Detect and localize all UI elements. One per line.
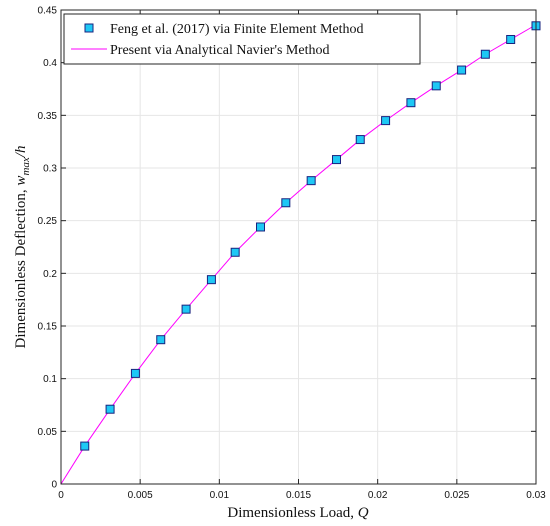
x-tick-label: 0	[58, 490, 64, 501]
fem-data-point	[406, 98, 416, 108]
y-tick-label: 0.35	[38, 111, 58, 122]
fem-data-point	[281, 198, 291, 208]
fem-data-point	[80, 441, 90, 451]
fem-data-point	[431, 81, 441, 91]
x-tick-label: 0.02	[368, 490, 388, 501]
y-tick-label: 0.2	[43, 269, 57, 280]
fem-data-point	[105, 404, 115, 414]
y-tick-label: 0.05	[38, 427, 58, 438]
y-tick-label: 0.15	[38, 322, 58, 333]
x-axis-label-text: Dimensionless Load,	[227, 505, 357, 521]
fem-data-point	[156, 335, 166, 345]
x-tick-label: 0.01	[210, 490, 230, 501]
x-axis-label-variable: Q	[358, 505, 369, 521]
fem-data-point	[181, 304, 191, 314]
fem-data-point	[130, 368, 140, 378]
y-axis-label-text: Dimensionless Deflection,	[13, 186, 29, 349]
fem-data-point	[332, 155, 341, 165]
fem-data-point	[206, 275, 216, 285]
legend-box	[63, 13, 421, 65]
y-axis-label: Dimensionless Deflection, wmax/h	[13, 146, 32, 349]
fem-data-point	[230, 247, 240, 257]
y-tick-label: 0	[51, 480, 57, 491]
fem-data-point	[306, 176, 316, 186]
y-axis-label-subscript: max	[20, 157, 32, 175]
y-axis-label-tail: /h	[13, 146, 29, 159]
legend-marker-fem	[84, 23, 94, 33]
y-tick-labels: 0 0.05 0.1 0.15 0.2 0.25 0.3 0.35 0.4 0.45	[38, 6, 58, 491]
x-tick-label: 0.03	[526, 490, 546, 501]
x-axis-label: Dimensionless Load, Q	[227, 505, 368, 521]
fem-data-point	[480, 49, 490, 59]
fem-data-point	[506, 34, 516, 44]
fem-data-point	[256, 222, 265, 232]
fem-data-point	[457, 65, 467, 75]
fem-data-point	[381, 116, 391, 126]
x-tick-labels: 0 0.005 0.01 0.015 0.02 0.025 0.03	[58, 490, 546, 501]
legend-label-navier: Present via Analytical Navier's Method	[110, 43, 329, 58]
x-tick-label: 0.025	[444, 490, 469, 501]
y-tick-label: 0.3	[43, 164, 57, 175]
y-axis-label-variable: w	[13, 176, 29, 186]
x-tick-label: 0.005	[128, 490, 153, 501]
y-tick-label: 0.4	[43, 58, 57, 69]
plot-frame	[60, 9, 537, 485]
legend-label-fem: Feng et al. (2017) via Finite Element Me…	[110, 22, 364, 37]
legend: Feng et al. (2017) via Finite Element Me…	[63, 13, 421, 65]
x-tick-label: 0.015	[286, 490, 311, 501]
y-tick-label: 0.25	[38, 216, 58, 227]
fem-data-point	[355, 135, 365, 145]
y-tick-label: 0.1	[43, 374, 57, 385]
series-layer	[60, 21, 541, 485]
y-tick-label: 0.45	[38, 6, 58, 17]
